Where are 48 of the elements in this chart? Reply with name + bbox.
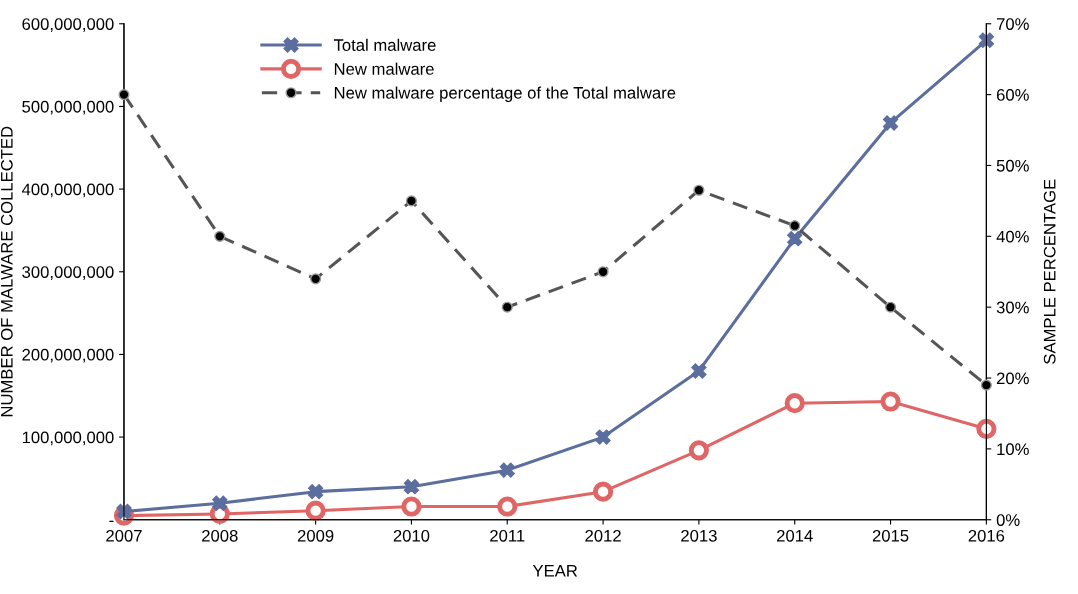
y2-axis-title: SAMPLE PERCENTAGE (1043, 179, 1056, 364)
y2-tick-label: 30% (996, 301, 1029, 314)
point (787, 231, 803, 247)
legend-label: New malware (334, 62, 434, 75)
y-tick-label: 600,000,000 (22, 18, 114, 32)
x-tick-label: 2014 (777, 529, 813, 542)
x-tick-label: 2012 (585, 529, 621, 542)
x-tick-label: 2011 (490, 529, 525, 542)
x-tick-label: 2013 (681, 529, 717, 542)
point (212, 495, 228, 511)
legend-label: Total malware (333, 38, 436, 51)
legend-label: New malware percentage of the Total malware (334, 86, 676, 103)
y-axis-title: NUMBER OF MALWARE COLLECTED (0, 126, 13, 417)
y-tick-label: 100,000,000 (22, 431, 114, 446)
y-tick-label: - (109, 520, 114, 523)
x-tick-label: 2007 (106, 529, 142, 542)
x-tick-label: 2009 (297, 529, 334, 542)
x-tick-label: 2008 (202, 529, 238, 542)
y2-tick-label: 20% (996, 372, 1029, 385)
point (688, 440, 709, 461)
point (880, 391, 901, 412)
point (882, 115, 899, 131)
y2-tick-label: 70% (996, 18, 1029, 30)
point (497, 496, 518, 517)
x-tick-label: 2010 (393, 529, 430, 542)
point (307, 484, 324, 500)
y2-tick-label: 40% (996, 230, 1029, 243)
point (593, 481, 614, 502)
point (978, 32, 995, 48)
point (691, 363, 707, 379)
point (305, 500, 326, 521)
y-tick-label: 300,000,000 (22, 266, 114, 280)
x-tick-label: 2016 (968, 529, 1005, 542)
x-axis-title: YEAR (532, 565, 578, 577)
x-tick-label: 2015 (872, 529, 909, 542)
point (499, 462, 515, 478)
y2-tick-label: 0% (996, 514, 1020, 526)
point (784, 393, 805, 414)
y-tick-label: 400,000,000 (21, 183, 114, 198)
y-tick-label: 500,000,000 (22, 100, 114, 115)
point (403, 479, 420, 495)
y2-tick-label: 50% (996, 159, 1029, 172)
y2-tick-label: 10% (997, 443, 1029, 456)
point (401, 496, 422, 517)
point (976, 418, 997, 439)
y2-tick-label: 60% (996, 89, 1029, 101)
y-tick-label: 200,000,000 (22, 348, 114, 363)
point (595, 429, 611, 445)
